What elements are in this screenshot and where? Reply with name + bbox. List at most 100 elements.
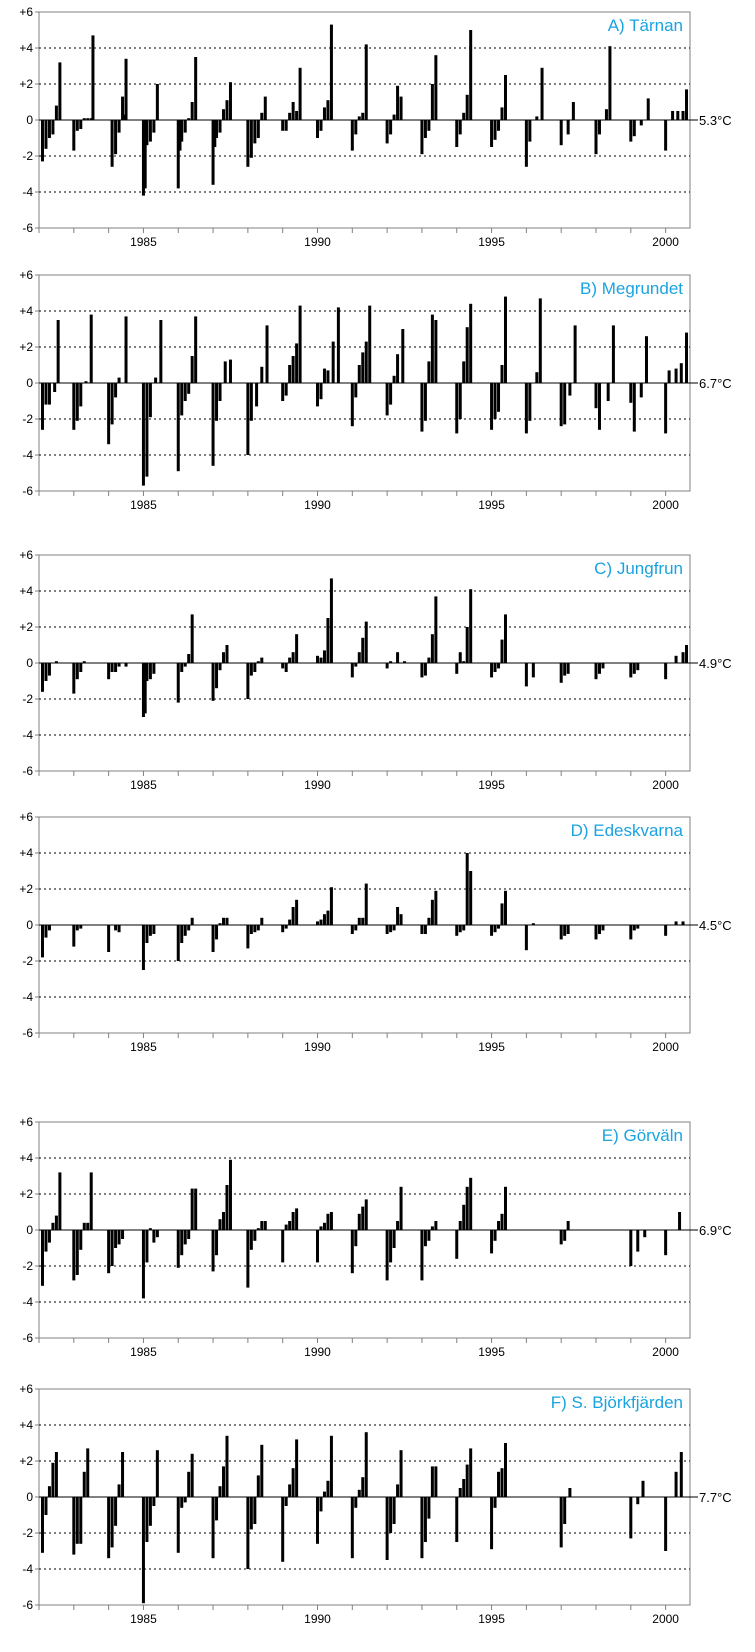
anomaly-bar — [155, 1450, 159, 1497]
anomaly-bar — [322, 1491, 326, 1497]
anomaly-bar — [288, 365, 292, 383]
anomaly-bar — [664, 1497, 668, 1551]
anomaly-bar — [249, 383, 253, 421]
anomaly-bar — [674, 921, 678, 925]
anomaly-bar — [469, 30, 473, 120]
anomaly-bar — [295, 1439, 299, 1497]
chart-panel: -6 -4 -2 0 +2 +4 +6 6.9°C 1985 1990 1995 2000 E) Gör… — [19, 1115, 731, 1359]
anomaly-bar — [427, 361, 431, 383]
anomaly-bar — [284, 663, 288, 672]
anomaly-bar — [47, 663, 51, 676]
anomaly-bar — [190, 1188, 194, 1230]
anomaly-bar — [361, 917, 365, 925]
anomaly-bar — [298, 67, 302, 120]
anomaly-bar — [423, 1497, 427, 1542]
anomaly-bar — [117, 120, 121, 133]
anomaly-bar — [51, 1222, 55, 1230]
anomaly-bar — [51, 120, 55, 135]
anomaly-bar — [249, 1230, 253, 1250]
anomaly-bar — [187, 118, 191, 120]
anomaly-bar — [500, 903, 504, 925]
anomaly-bar — [396, 1484, 400, 1497]
anomaly-bar — [190, 1453, 194, 1497]
anomaly-bar — [114, 925, 118, 931]
anomaly-bar — [141, 120, 145, 196]
anomaly-bar — [427, 1230, 431, 1241]
anomaly-bar — [79, 663, 83, 672]
anomaly-bar — [538, 298, 542, 383]
panel-title: D) Edeskvarna — [571, 821, 684, 840]
anomaly-bar — [396, 354, 400, 383]
anomaly-bar — [559, 663, 563, 683]
anomaly-bar — [281, 120, 285, 131]
anomaly-bar — [423, 663, 427, 676]
anomaly-bar — [361, 637, 365, 663]
anomaly-bar — [79, 383, 83, 407]
anomaly-bar — [497, 120, 501, 131]
anomaly-bar — [86, 118, 90, 120]
anomaly-bar — [107, 1230, 111, 1274]
anomaly-bar — [604, 109, 608, 120]
anomaly-bar — [535, 116, 539, 120]
anomaly-bar — [490, 120, 494, 147]
anomaly-bar — [524, 663, 528, 687]
anomaly-bar — [152, 925, 156, 934]
y-tick-label: -2 — [22, 149, 33, 163]
anomaly-bar — [357, 116, 361, 120]
anomaly-bar — [361, 112, 365, 120]
x-tick-label: 1995 — [478, 778, 505, 792]
anomaly-bar — [685, 645, 689, 663]
anomaly-bar — [331, 341, 335, 383]
anomaly-bar — [218, 663, 222, 671]
anomaly-bar — [249, 120, 253, 158]
anomaly-bar — [389, 925, 393, 933]
anomaly-bar — [215, 383, 219, 421]
y-tick-label: +2 — [19, 882, 33, 896]
anomaly-bar — [54, 1215, 58, 1230]
anomaly-bar — [639, 120, 643, 126]
anomaly-bar — [455, 383, 459, 434]
anomaly-bar — [423, 120, 427, 138]
anomaly-bar — [396, 1221, 400, 1230]
anomaly-bar — [176, 1230, 180, 1268]
anomaly-bar — [503, 1186, 507, 1230]
anomaly-bar — [632, 383, 636, 432]
anomaly-bar — [291, 356, 295, 383]
anomaly-bar — [284, 1497, 288, 1506]
anomaly-bar — [44, 663, 48, 681]
anomaly-bar — [392, 375, 396, 383]
anomaly-bar — [629, 120, 633, 142]
anomaly-bar — [420, 925, 424, 934]
anomaly-bar — [155, 1230, 159, 1238]
anomaly-bar — [364, 341, 368, 383]
panel-title: F) S. Björkfjärden — [551, 1393, 683, 1412]
anomaly-bar — [187, 925, 191, 931]
anomaly-bar — [490, 925, 494, 936]
anomaly-bar — [490, 383, 494, 430]
anomaly-bar — [329, 887, 333, 925]
anomaly-bar — [218, 383, 222, 401]
anomaly-bar — [152, 1497, 156, 1506]
anomaly-bar — [350, 1230, 354, 1274]
anomaly-bar — [141, 383, 145, 486]
anomaly-bar — [114, 120, 118, 155]
y-tick-label: +2 — [19, 620, 33, 634]
anomaly-bar — [423, 1230, 427, 1247]
anomaly-bar — [225, 917, 229, 925]
anomaly-bar — [319, 1497, 323, 1512]
anomaly-bar — [636, 925, 640, 929]
anomaly-bar — [629, 383, 633, 403]
anomaly-bar — [316, 1230, 320, 1263]
anomaly-bar — [319, 919, 323, 925]
anomaly-bar — [601, 925, 605, 931]
anomaly-bar — [107, 663, 111, 680]
anomaly-bar — [215, 1497, 219, 1521]
anomaly-bar — [316, 383, 320, 407]
chart-panel: -6 -4 -2 0 +2 +4 +6 6.7°C 1985 1990 1995 2000 B) Meg… — [19, 268, 731, 512]
anomaly-bar — [329, 1212, 333, 1230]
anomaly-bar — [79, 1230, 83, 1250]
anomaly-bar — [455, 663, 459, 674]
anomaly-bar — [434, 1466, 438, 1497]
y-tick-label: +4 — [19, 1151, 33, 1165]
anomaly-bar — [54, 661, 58, 663]
